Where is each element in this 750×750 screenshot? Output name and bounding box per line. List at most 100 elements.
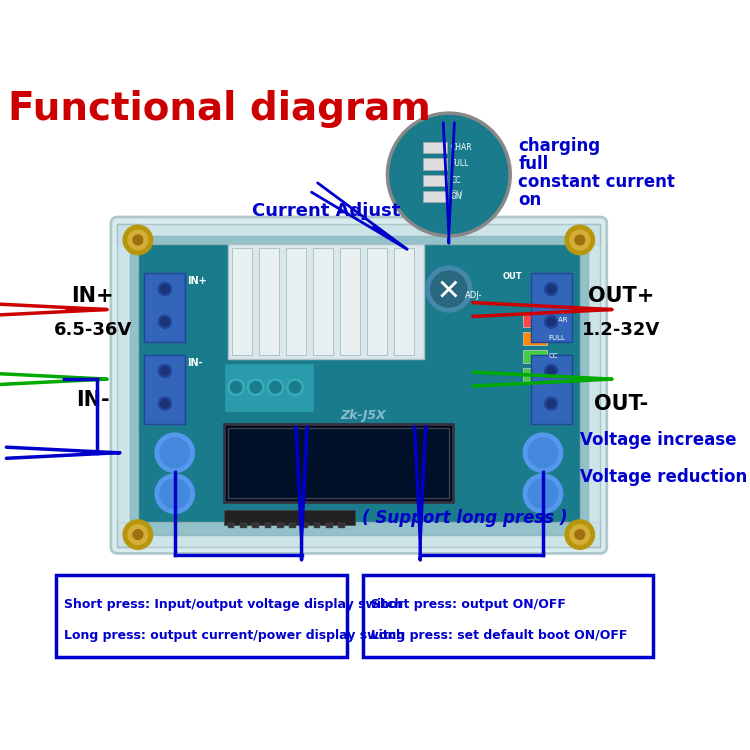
Text: Long press: output current/power display switch: Long press: output current/power display…	[64, 628, 405, 642]
Bar	[314, 523, 320, 528]
Circle shape	[290, 382, 301, 393]
Circle shape	[128, 525, 148, 544]
Bar	[259, 248, 279, 355]
Bar	[118, 224, 138, 547]
Bar	[265, 523, 272, 528]
Bar	[338, 523, 345, 528]
Text: OUT+: OUT+	[587, 286, 654, 305]
Circle shape	[160, 285, 169, 293]
Bar	[228, 244, 424, 358]
Circle shape	[388, 113, 510, 236]
Circle shape	[430, 271, 466, 307]
Text: Long press: set default boot ON/OFF: Long press: set default boot ON/OFF	[371, 628, 628, 642]
Circle shape	[267, 379, 284, 395]
Text: Short press: output ON/OFF: Short press: output ON/OFF	[371, 598, 566, 610]
Bar	[232, 248, 252, 355]
Bar	[423, 158, 447, 170]
Text: Voltage reduction: Voltage reduction	[580, 468, 747, 486]
Circle shape	[250, 382, 262, 393]
Bar	[290, 523, 296, 528]
Bar	[118, 224, 600, 244]
Bar	[531, 273, 572, 342]
Text: ON: ON	[451, 192, 462, 201]
Circle shape	[133, 530, 142, 539]
Bar	[423, 175, 447, 186]
Bar	[145, 355, 185, 424]
Circle shape	[158, 364, 172, 377]
Text: OU: OU	[451, 190, 464, 200]
Bar	[423, 190, 447, 202]
Bar	[523, 350, 547, 363]
Circle shape	[158, 397, 172, 410]
Text: Voltage increase: Voltage increase	[580, 431, 736, 449]
Text: FULL: FULL	[549, 335, 566, 341]
Circle shape	[286, 379, 303, 395]
Bar	[523, 332, 547, 345]
Circle shape	[155, 433, 194, 472]
Circle shape	[528, 438, 558, 467]
Circle shape	[544, 315, 558, 328]
Text: FULL: FULL	[451, 159, 469, 168]
Text: OUT: OUT	[503, 272, 523, 281]
Circle shape	[160, 479, 190, 508]
Bar	[228, 523, 235, 528]
Circle shape	[133, 235, 142, 245]
Circle shape	[160, 318, 169, 326]
Text: on: on	[518, 190, 542, 208]
FancyBboxPatch shape	[363, 575, 653, 657]
FancyBboxPatch shape	[111, 217, 607, 554]
Text: Current Adjust: Current Adjust	[252, 202, 400, 220]
Bar	[240, 523, 247, 528]
Text: CC: CC	[549, 353, 558, 359]
Circle shape	[160, 367, 169, 375]
Circle shape	[128, 230, 148, 250]
Circle shape	[524, 474, 562, 513]
Circle shape	[547, 367, 555, 375]
Bar	[224, 424, 453, 502]
Circle shape	[524, 433, 562, 472]
Text: 1.2-32V: 1.2-32V	[581, 321, 660, 339]
Bar	[118, 522, 600, 547]
Circle shape	[565, 225, 595, 255]
Circle shape	[270, 382, 281, 393]
Circle shape	[155, 474, 194, 513]
Circle shape	[547, 400, 555, 408]
Text: constant current: constant current	[518, 172, 675, 190]
Circle shape	[158, 315, 172, 328]
Text: ON: ON	[549, 371, 560, 377]
Circle shape	[544, 397, 558, 410]
Text: OUT-: OUT-	[593, 394, 648, 414]
Text: IN+: IN+	[71, 286, 114, 305]
Circle shape	[544, 283, 558, 296]
Bar	[277, 523, 284, 528]
Text: Functional diagram: Functional diagram	[8, 90, 431, 128]
Bar	[145, 273, 185, 342]
Bar	[367, 248, 387, 355]
FancyBboxPatch shape	[56, 575, 346, 657]
Text: charging: charging	[518, 136, 601, 154]
Text: CHAR: CHAR	[451, 143, 472, 152]
Text: CHAR: CHAR	[549, 317, 568, 323]
Text: ( Support long press ): ( Support long press )	[362, 509, 568, 527]
Circle shape	[544, 364, 558, 377]
Circle shape	[575, 235, 585, 245]
Bar	[580, 224, 600, 547]
Circle shape	[158, 283, 172, 296]
Circle shape	[547, 285, 555, 293]
Bar	[228, 428, 448, 498]
Circle shape	[123, 520, 152, 549]
Bar	[224, 510, 355, 525]
Bar	[313, 248, 333, 355]
Circle shape	[123, 225, 152, 255]
Text: IN-: IN-	[76, 389, 109, 410]
Text: IN+: IN+	[187, 276, 207, 286]
Bar	[340, 248, 360, 355]
Text: ADJ-: ADJ-	[465, 291, 483, 300]
Text: Short press: Input/output voltage display switch: Short press: Input/output voltage displa…	[64, 598, 404, 610]
Bar	[394, 248, 414, 355]
Circle shape	[426, 266, 472, 312]
Text: full: full	[518, 154, 549, 172]
Circle shape	[160, 438, 190, 467]
Bar	[531, 355, 572, 424]
Circle shape	[565, 520, 595, 549]
